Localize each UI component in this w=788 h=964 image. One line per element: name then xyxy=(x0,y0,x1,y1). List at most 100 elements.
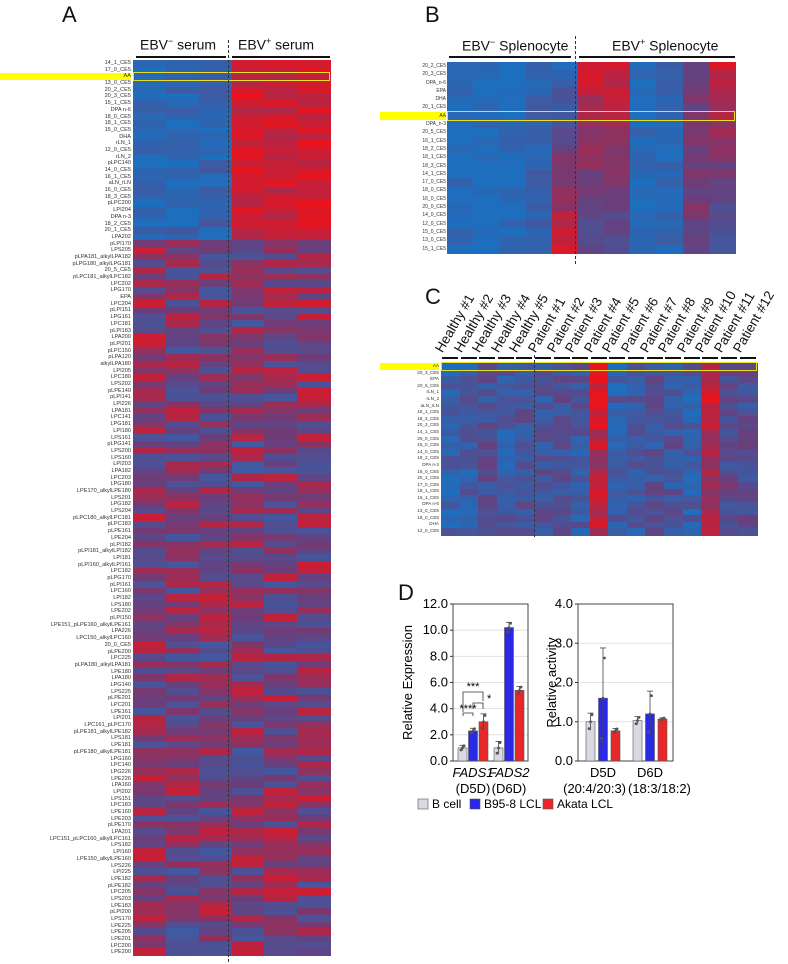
heatmap-cell xyxy=(264,267,298,275)
heatmap-cell xyxy=(297,547,331,555)
legend-label: Akata LCL xyxy=(557,797,613,811)
heatmap-cell xyxy=(630,203,658,213)
heatmap-cell xyxy=(264,854,298,863)
heatmap-cell xyxy=(133,113,167,121)
heatmap-cell xyxy=(552,409,572,417)
heatmap-cell xyxy=(533,376,554,384)
heatmap-cell xyxy=(552,363,572,371)
heatmap-cell xyxy=(231,233,265,241)
heatmap-cell xyxy=(571,435,591,443)
heatmap-cell xyxy=(664,495,684,503)
heatmap-cell xyxy=(608,376,628,384)
heatmap-cell xyxy=(645,429,665,437)
heatmap-cell xyxy=(165,667,200,676)
heatmap-cell xyxy=(738,508,758,516)
heatmap-cell xyxy=(297,327,331,335)
heatmap-cell xyxy=(551,186,579,196)
heatmap-cell xyxy=(496,396,516,404)
heatmap-cell xyxy=(133,474,167,482)
heatmap-cell xyxy=(645,396,665,404)
heatmap-cell xyxy=(682,70,710,80)
heatmap-cell xyxy=(198,367,233,375)
heatmap-cell xyxy=(264,841,298,849)
heatmap-cell xyxy=(552,389,572,397)
heatmap-cell xyxy=(459,495,479,503)
heatmap-cell xyxy=(165,587,200,595)
heatmap-cell xyxy=(297,113,331,121)
heatmap-cell xyxy=(499,203,527,213)
heatmap-cell xyxy=(264,627,298,635)
heatmap-cell xyxy=(133,247,167,255)
heatmap-cell xyxy=(133,133,167,141)
data-point xyxy=(495,751,499,755)
heatmap-cell xyxy=(447,120,474,130)
heatmap-cell xyxy=(626,501,647,510)
heatmap-cell xyxy=(656,153,684,163)
heatmap-cell xyxy=(645,482,665,490)
y-tick-label: 12.0 xyxy=(423,596,448,611)
heatmap-cell xyxy=(165,747,200,756)
heatmap-cell xyxy=(533,455,554,463)
heatmap-cell xyxy=(231,273,265,281)
heatmap-cell xyxy=(626,462,647,470)
heatmap-cell xyxy=(264,681,298,689)
heatmap-cell xyxy=(133,280,167,288)
heatmap-cell xyxy=(645,468,665,477)
heatmap-cell xyxy=(231,140,265,148)
heatmap-cell xyxy=(264,774,298,782)
heatmap-cell xyxy=(133,153,167,161)
category-sublabel: (20:4/20:3) xyxy=(563,781,626,796)
heatmap-cell xyxy=(198,186,233,195)
heatmap-cell xyxy=(645,449,665,457)
heatmap-cell xyxy=(577,178,605,188)
heatmap-cell xyxy=(231,607,265,615)
heatmap-cell xyxy=(165,173,200,181)
heatmap-cell xyxy=(571,442,591,450)
heatmap-cell xyxy=(198,928,233,936)
heatmap-cell xyxy=(165,293,200,302)
heatmap-cell xyxy=(701,415,721,424)
heatmap-cell xyxy=(133,427,167,435)
heatmap-cell xyxy=(459,435,479,443)
row-label: pLPI150 xyxy=(110,615,131,622)
heatmap-cell xyxy=(459,396,479,404)
heatmap-cell xyxy=(165,881,200,889)
heatmap-cell xyxy=(133,260,167,268)
heatmap-cell xyxy=(133,407,167,415)
heatmap-cell xyxy=(738,515,758,523)
heatmap-cell xyxy=(231,66,265,74)
heatmap-cell xyxy=(133,881,167,889)
heatmap-cell xyxy=(478,482,498,490)
heatmap-cell xyxy=(297,921,331,929)
heatmap-cell xyxy=(264,701,298,709)
heatmap-cell xyxy=(165,828,200,836)
legend-label: B95-8 LCL xyxy=(484,797,542,811)
heatmap-cell xyxy=(473,178,500,188)
heatmap-cell xyxy=(264,554,298,562)
data-point xyxy=(615,727,619,731)
heatmap-cell xyxy=(447,153,474,163)
heatmap-cell xyxy=(719,475,739,483)
heatmap-cell xyxy=(231,447,265,455)
heatmap-cell xyxy=(719,482,739,490)
heatmap-cell xyxy=(133,574,167,582)
heatmap-cell xyxy=(297,808,331,816)
row-label: pLPE161 xyxy=(107,528,131,535)
heatmap-cell xyxy=(719,488,739,496)
heatmap-cell xyxy=(608,455,628,463)
heatmap-cell xyxy=(552,382,572,391)
heatmap-cell xyxy=(701,475,721,483)
heatmap-cell xyxy=(604,62,631,71)
heatmap-cell xyxy=(499,145,527,154)
heatmap-cell xyxy=(198,287,233,295)
heatmap-cell xyxy=(133,60,167,68)
heatmap-cell xyxy=(552,415,572,424)
heatmap-cell xyxy=(604,169,631,179)
heatmap-cell xyxy=(165,921,200,929)
data-point xyxy=(480,726,484,730)
heatmap-cell xyxy=(198,407,233,415)
heatmap-cell xyxy=(577,194,605,204)
heatmap-cell xyxy=(552,369,572,377)
heatmap-cell xyxy=(231,320,265,328)
row-label: alkylLPA180 xyxy=(100,360,131,367)
